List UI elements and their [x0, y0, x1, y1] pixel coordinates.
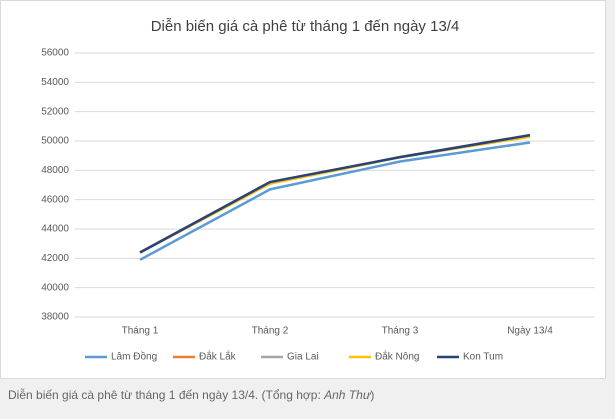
x-tick-label: Ngày 13/4 [507, 326, 553, 337]
line [139, 133, 531, 254]
y-tick-label: 38000 [41, 312, 69, 323]
caption-author: Anh Thư [324, 388, 371, 402]
legend-label: Kon Tum [463, 352, 503, 363]
y-tick-label: 40000 [41, 282, 69, 293]
legend-label: Đắk Lắk [199, 350, 237, 363]
y-tick-label: 42000 [41, 253, 69, 264]
chart-frame [0, 0, 606, 379]
x-tick-label: Tháng 3 [382, 326, 419, 337]
y-tick-label: 56000 [41, 48, 69, 59]
caption: Diễn biến giá cà phê từ tháng 1 đến ngày… [8, 388, 374, 402]
legend-label: Gia Lai [287, 352, 319, 363]
chart: Diễn biến giá cà phê từ tháng 1 đến ngày… [0, 0, 606, 379]
caption-text: Diễn biến giá cà phê từ tháng 1 đến ngày… [8, 388, 325, 402]
x-tick-label: Tháng 2 [252, 326, 289, 337]
y-tick-label: 50000 [41, 136, 69, 147]
y-tick-label: 54000 [41, 77, 69, 88]
y-tick-label: 52000 [41, 106, 69, 117]
y-tick-label: 46000 [41, 194, 69, 205]
y-tick-label: 44000 [41, 224, 69, 235]
caption-text: ) [370, 388, 375, 402]
x-tick-label: Tháng 1 [122, 326, 159, 337]
line [139, 141, 531, 261]
y-tick-label: 48000 [41, 165, 69, 176]
chart-title: Diễn biến giá cà phê từ tháng 1 đến ngày… [151, 18, 460, 35]
legend-label: Đắk Nông [375, 350, 419, 363]
legend-label: Lâm Đồng [111, 351, 157, 363]
